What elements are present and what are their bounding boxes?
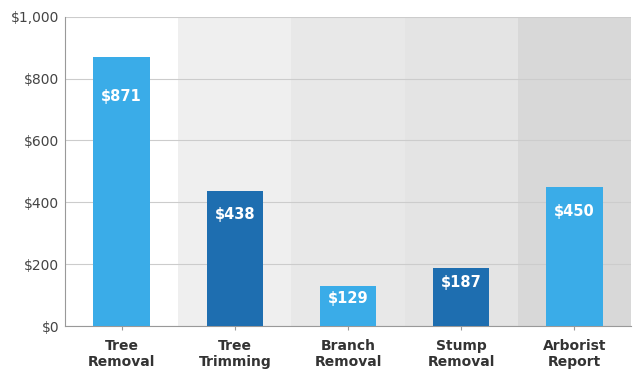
Bar bbox=[517, 17, 631, 326]
Bar bbox=[207, 191, 263, 326]
Bar bbox=[93, 57, 150, 326]
Bar bbox=[433, 268, 489, 326]
Text: $871: $871 bbox=[101, 89, 142, 104]
Bar bbox=[404, 17, 517, 326]
Text: $129: $129 bbox=[327, 291, 369, 306]
Bar bbox=[320, 286, 376, 326]
Text: $187: $187 bbox=[441, 275, 482, 290]
Bar bbox=[178, 17, 291, 326]
Bar bbox=[65, 17, 178, 326]
Text: $450: $450 bbox=[554, 204, 594, 218]
Bar bbox=[291, 17, 404, 326]
Text: $438: $438 bbox=[214, 207, 255, 222]
Bar bbox=[546, 187, 603, 326]
